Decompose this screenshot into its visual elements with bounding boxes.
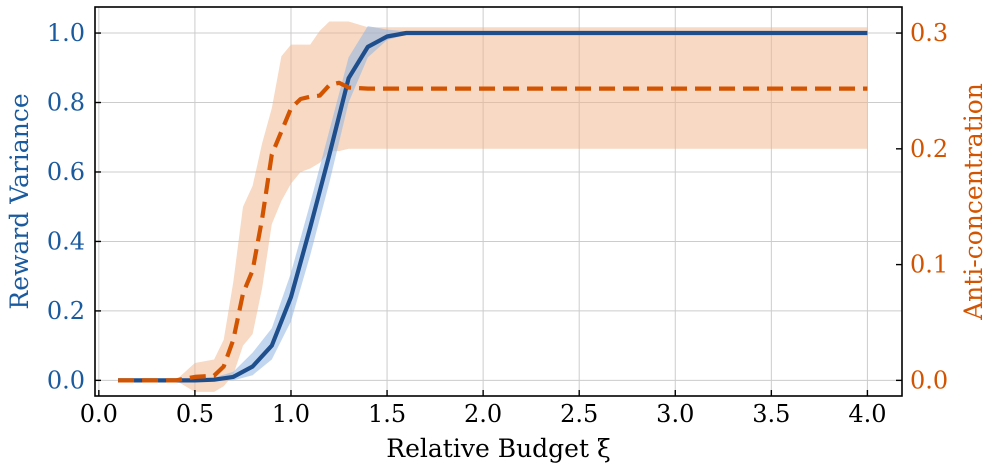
x-tick-label: 1.0: [272, 400, 310, 428]
line-reward-variance: [118, 30, 868, 383]
y-axis-left-label: Reward Variance: [5, 93, 34, 309]
y-right-tick-label: 0.3: [910, 19, 948, 47]
plot-frame: [94, 6, 903, 397]
y-left-tick-label: 0.6: [47, 158, 85, 186]
y-right-tick-label: 0.1: [910, 251, 948, 279]
x-axis-label: Relative Budget ξ: [386, 434, 610, 463]
series-lines: [118, 30, 868, 383]
y-left-tick-label: 1.0: [47, 19, 85, 47]
x-tick-label: 2.0: [464, 400, 502, 428]
x-tick-label: 0.0: [80, 400, 118, 428]
y-right-tick-label: 0.0: [910, 366, 948, 394]
band-anti-concentration: [118, 21, 868, 392]
x-tick-label: 3.0: [656, 400, 694, 428]
x-tick-label: 1.5: [368, 400, 406, 428]
confidence-bands: [118, 21, 868, 392]
y-axis-right-label: Anti-concentration: [959, 83, 988, 321]
x-tick-label: 3.5: [752, 400, 790, 428]
y-left-tick-label: 0.0: [47, 366, 85, 394]
y-left-tick-label: 0.4: [47, 227, 85, 255]
y-left-tick-label: 0.8: [47, 89, 85, 117]
y-right-tick-label: 0.2: [910, 135, 948, 163]
line-anti-concentration: [118, 80, 868, 383]
x-tick-label: 4.0: [848, 400, 886, 428]
axis-ticks: 0.0 0.5 1.0 1.5 2.0 2.5 3.0 3.5 4.0 0.0 0.2 0.4 0.6 0…: [47, 19, 948, 428]
x-tick-label: 0.5: [176, 400, 214, 428]
x-tick-label: 2.5: [560, 400, 598, 428]
y-left-tick-label: 0.2: [47, 297, 85, 325]
